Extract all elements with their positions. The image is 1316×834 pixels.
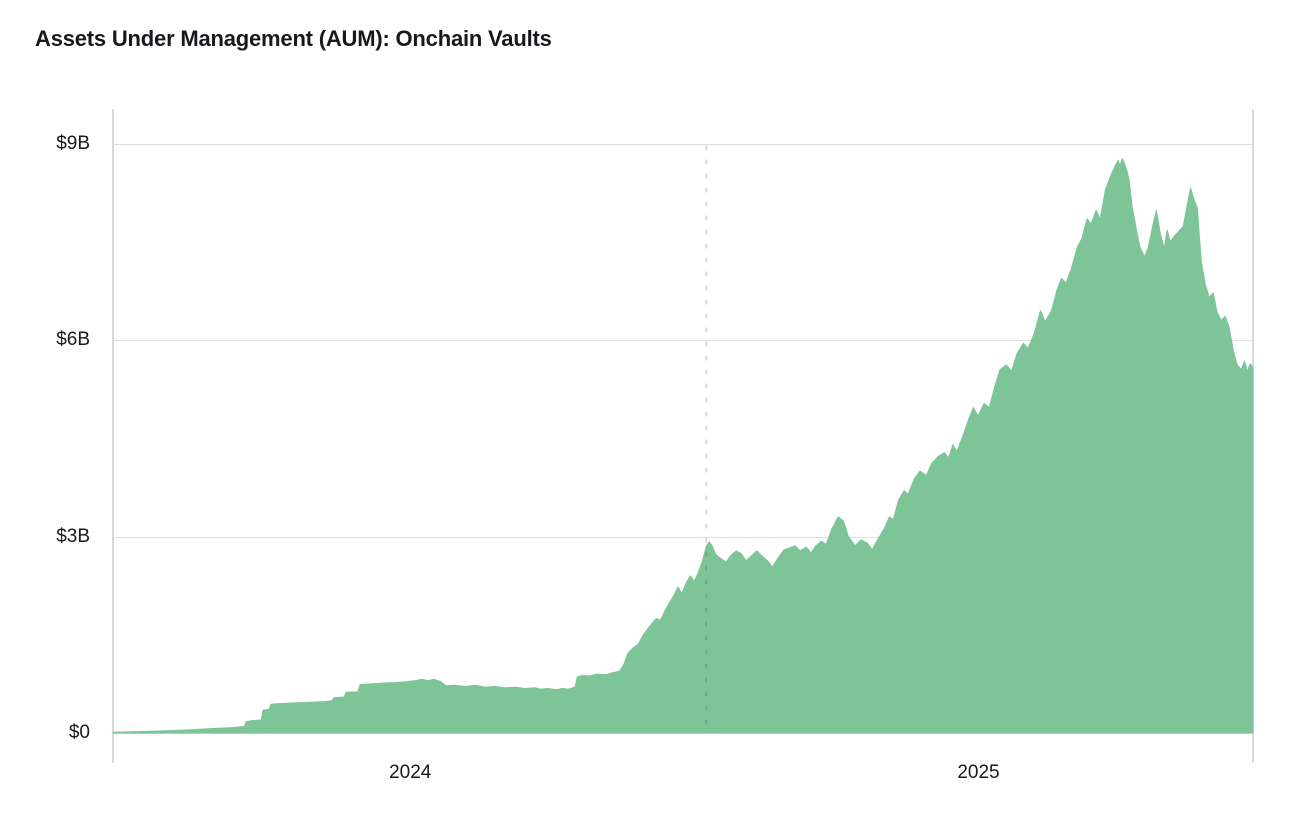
aum-area-series	[112, 158, 1254, 734]
chart-title: Assets Under Management (AUM): Onchain V…	[35, 26, 552, 51]
